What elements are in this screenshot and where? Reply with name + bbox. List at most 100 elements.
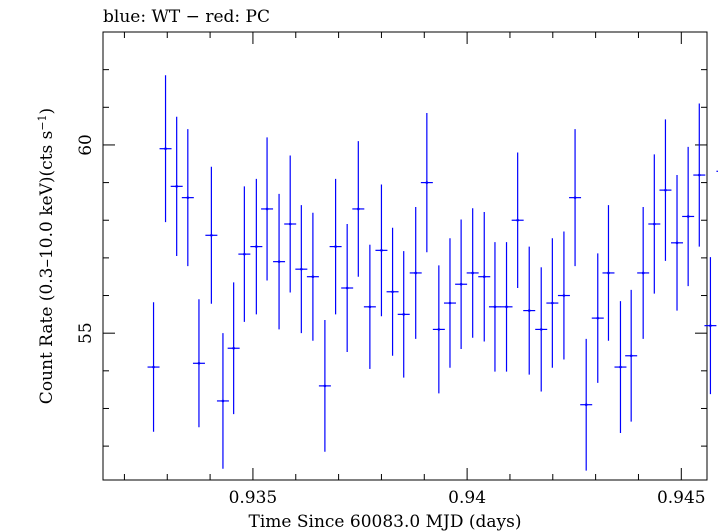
data-point <box>648 154 661 294</box>
data-point <box>488 242 501 372</box>
point-marker <box>584 403 588 407</box>
point-marker <box>686 215 690 218</box>
data-point <box>192 299 205 428</box>
point-marker <box>232 346 235 350</box>
data-point <box>352 141 365 277</box>
data-point <box>318 320 331 452</box>
point-marker <box>664 188 667 192</box>
data-point <box>397 251 410 378</box>
point-marker <box>629 354 633 358</box>
data-series <box>147 75 718 471</box>
point-marker <box>277 260 281 263</box>
point-marker <box>255 245 258 248</box>
data-point <box>205 166 218 304</box>
data-point <box>306 212 319 341</box>
plot-frame <box>102 31 708 481</box>
point-marker <box>380 249 383 252</box>
point-marker <box>175 185 178 188</box>
point-marker <box>573 196 577 199</box>
data-point <box>659 119 672 261</box>
x-axis: 0.935 0.94 0.945 <box>123 32 706 508</box>
point-marker <box>221 399 225 403</box>
point-marker <box>334 245 337 248</box>
point-marker <box>357 207 360 211</box>
data-point <box>478 211 491 342</box>
data-point <box>170 116 183 256</box>
x-tick-label: 0.94 <box>448 488 486 508</box>
data-point <box>363 244 376 369</box>
data-point <box>591 253 604 383</box>
data-point <box>602 205 615 341</box>
data-point <box>227 282 240 415</box>
data-point <box>546 238 559 368</box>
data-point <box>341 224 354 352</box>
point-marker <box>300 267 303 271</box>
point-marker <box>197 361 201 365</box>
data-point <box>273 193 286 330</box>
point-marker <box>539 328 543 331</box>
x-tick-label: 0.935 <box>229 488 278 508</box>
data-point <box>386 227 399 356</box>
data-point <box>284 155 297 293</box>
point-marker <box>391 290 394 294</box>
data-point <box>704 257 717 395</box>
data-point <box>375 184 388 317</box>
point-marker <box>210 233 213 237</box>
point-marker <box>288 222 292 226</box>
data-point <box>147 302 160 432</box>
point-marker <box>437 328 441 331</box>
data-point <box>329 178 342 315</box>
point-marker <box>675 241 679 245</box>
point-marker <box>596 316 600 320</box>
point-marker <box>448 301 452 305</box>
point-marker <box>607 271 610 275</box>
y-axis-label-main: Count Rate (0.3–10.0 keV)(cts s <box>37 131 57 405</box>
data-point <box>637 207 650 339</box>
point-marker <box>527 309 531 312</box>
data-point <box>216 333 229 469</box>
point-marker <box>562 294 566 297</box>
point-marker <box>323 384 327 388</box>
y-tick-label: 55 <box>76 322 96 344</box>
data-point <box>671 175 684 311</box>
data-point <box>181 129 194 267</box>
point-marker <box>152 365 155 369</box>
chart-title: blue: WT − red: PC <box>103 7 270 27</box>
point-marker <box>243 252 246 256</box>
data-point <box>500 242 513 372</box>
y-axis-label-exponent: −1 <box>36 114 49 130</box>
y-axis-label: Count Rate (0.3–10.0 keV)(cts s−1) <box>36 108 57 404</box>
point-marker <box>164 147 167 151</box>
data-point <box>569 129 582 267</box>
data-point <box>614 301 627 433</box>
data-point <box>625 289 638 422</box>
point-marker <box>459 282 463 286</box>
data-point <box>443 238 456 368</box>
point-marker <box>311 275 315 279</box>
data-point <box>295 205 308 334</box>
data-point <box>159 75 172 223</box>
point-marker <box>471 271 474 275</box>
data-point <box>523 246 536 375</box>
point-marker <box>368 305 372 309</box>
point-marker <box>709 324 712 327</box>
data-point <box>420 112 433 253</box>
point-marker <box>641 271 645 275</box>
data-point <box>557 231 570 360</box>
data-point <box>261 137 274 281</box>
point-marker <box>414 271 418 275</box>
y-axis-label-end: ) <box>37 108 57 115</box>
data-point <box>238 186 251 322</box>
point-marker <box>551 301 554 305</box>
point-marker <box>653 222 656 226</box>
x-axis-label: Time Since 60083.0 MJD (days) <box>249 512 522 532</box>
point-marker <box>402 313 406 316</box>
data-point <box>511 152 524 288</box>
point-marker <box>619 365 622 369</box>
point-marker <box>516 218 519 222</box>
point-marker <box>186 196 190 199</box>
point-marker <box>482 275 486 279</box>
point-marker <box>697 173 701 177</box>
x-tick-label: 0.945 <box>657 488 706 508</box>
